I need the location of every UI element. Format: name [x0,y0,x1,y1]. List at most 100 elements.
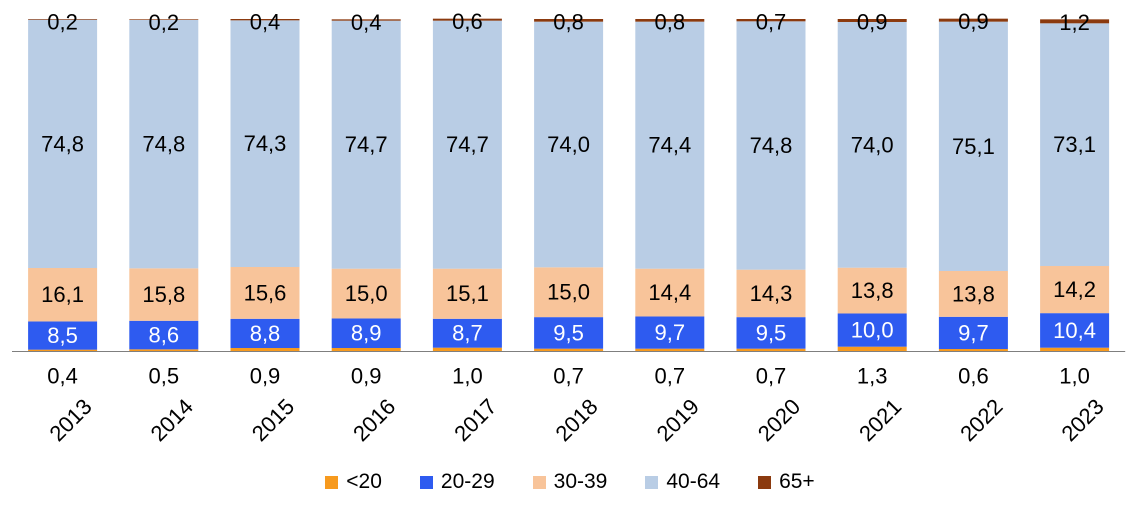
data-label-4064-2014: 74,8 [142,132,185,157]
data-label-65-2022: 0,9 [958,9,989,34]
bar-segment-3039-2019 [635,268,705,317]
legend-swatch [419,475,433,489]
bar-segment-65-2023 [1040,19,1110,24]
data-label-3039-2023: 14,2 [1053,277,1096,302]
bar-segment-4064-2013 [28,19,98,268]
bar-segment-2029-2022 [938,316,1008,350]
data-label-20-2020: 0,7 [756,364,787,389]
legend-swatch [532,475,546,489]
bar-segment-2029-2023 [1040,313,1110,348]
bar-segment-4064-2016 [331,20,401,269]
data-label-65-2013: 0,2 [47,10,78,35]
bar-segment-2029-2014 [129,320,199,350]
data-label-20-2017: 1,0 [452,364,483,389]
data-label-4064-2020: 74,8 [750,133,793,158]
data-label-65-2015: 0,4 [250,10,281,35]
bar-segment-2029-2021 [837,313,907,347]
data-label-20-2023: 1,0 [1059,364,1090,389]
data-label-65-2020: 0,7 [756,10,787,35]
bar-segment-65-2022 [938,18,1008,22]
bar-segment-3039-2017 [432,268,502,319]
bar-segment-20-2015 [230,348,300,351]
bar-segment-65-2015 [230,19,300,21]
bar-segment-2029-2016 [331,318,401,349]
bar-segment-3039-2013 [28,268,98,322]
bar-segment-65-2018 [534,19,604,22]
data-label-2029-2013: 8,5 [47,323,78,348]
x-tick-label-2018: 2018 [550,394,602,446]
data-label-2029-2015: 8,8 [250,321,281,346]
bar-segment-20-2017 [432,347,502,351]
x-tick-label-2020: 2020 [753,394,805,446]
bar-segment-20-2014 [129,349,199,351]
bar-segment-65-2016 [331,19,401,21]
data-label-65-2018: 0,8 [553,10,584,35]
bar-segment-4064-2015 [230,20,300,268]
legend-label: 40-64 [666,470,721,493]
bar-segment-65-2020 [736,19,806,22]
data-label-65-2017: 0,6 [452,9,483,34]
bar-segment-65-2017 [432,18,502,21]
x-tick-label-2015: 2015 [247,394,299,446]
legend-item-20: <20 [325,470,382,494]
data-label-2029-2023: 10,4 [1053,318,1096,343]
legend-item-65: 65+ [758,470,815,494]
data-label-65-2019: 0,8 [655,10,686,35]
legend-label: 30-39 [553,470,608,493]
data-label-2029-2017: 8,7 [452,321,483,346]
data-label-65-2016: 0,4 [351,10,382,35]
bar-segment-3039-2018 [534,267,604,318]
bar-segment-4064-2018 [534,21,604,268]
data-label-3039-2014: 15,8 [142,282,185,307]
bar-segment-20-2020 [736,348,806,351]
legend-swatch [325,475,339,489]
chart-legend: <20 20-29 30-39 40-64 65+ [0,468,1140,496]
bar-segment-4064-2014 [129,19,199,269]
data-label-20-2014: 0,5 [149,364,180,389]
data-label-4064-2013: 74,8 [41,131,84,156]
data-label-2029-2021: 10,0 [851,318,894,343]
chart-plot-area: 0,4 8,5 16,1 74,8 0,2 2013 0,5 8,6 15,8 74,8 0,2 20… [12,9,1126,446]
bar-segment-65-2019 [635,19,705,22]
data-label-65-2023: 1,2 [1059,10,1090,35]
data-label-20-2019: 0,7 [655,364,686,389]
data-label-4064-2017: 74,7 [446,132,489,157]
legend-item-2029: 20-29 [419,470,495,494]
data-label-3039-2020: 14,3 [750,281,793,306]
data-label-65-2021: 0,9 [857,10,888,35]
bar-segment-4064-2022 [938,21,1008,271]
bar-segment-4064-2021 [837,21,907,268]
data-label-3039-2018: 15,0 [547,280,590,305]
legend-label: <20 [346,470,382,493]
bar-segment-20-2019 [635,348,705,351]
bar-segment-2029-2020 [736,317,806,349]
bar-segment-2029-2018 [534,317,604,349]
bar-segment-20-2023 [1040,347,1110,351]
data-label-4064-2019: 74,4 [648,133,691,158]
data-label-2029-2022: 9,7 [958,320,989,345]
bar-segment-65-2013 [28,19,98,20]
data-label-65-2014: 0,2 [149,10,180,35]
bar-segment-2029-2013 [28,321,98,350]
bar-segment-3039-2016 [331,268,401,319]
x-tick-label-2016: 2016 [348,394,400,446]
legend-item-3039: 30-39 [532,470,608,494]
data-label-2029-2016: 8,9 [351,321,382,346]
data-label-3039-2022: 13,8 [952,281,995,306]
bar-segment-3039-2014 [129,268,199,321]
bar-segment-20-2016 [331,348,401,351]
legend-label: 20-29 [440,470,495,493]
bar-segment-2029-2015 [230,318,300,349]
legend-label: 65+ [779,470,815,493]
x-tick-label-2013: 2013 [44,394,96,446]
bar-segment-3039-2021 [837,267,907,314]
legend-swatch [758,475,772,489]
bar-segment-20-2013 [28,349,98,351]
bar-segment-3039-2020 [736,269,806,318]
x-tick-label-2022: 2022 [955,394,1007,446]
data-label-20-2013: 0,4 [47,364,78,389]
bar-segment-2029-2017 [432,318,502,348]
bar-segment-4064-2023 [1040,23,1110,267]
data-label-4064-2016: 74,7 [345,132,388,157]
